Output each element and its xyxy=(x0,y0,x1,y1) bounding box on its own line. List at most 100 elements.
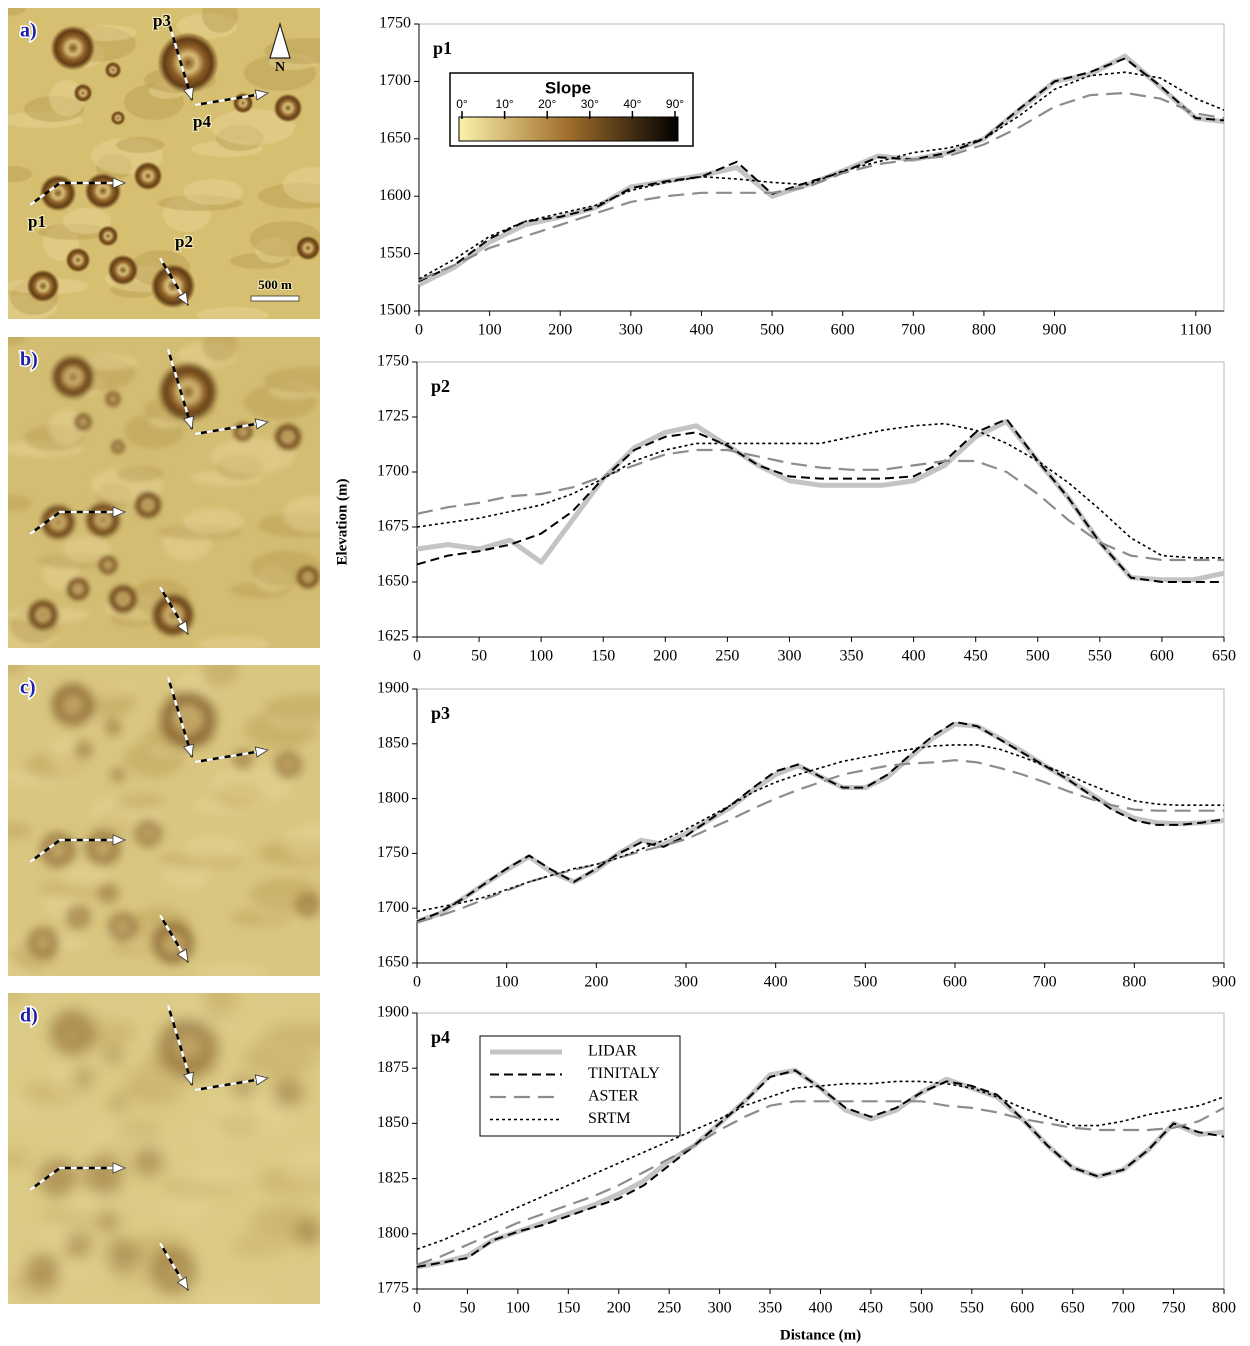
x-tick-label: 200 xyxy=(548,322,572,339)
x-tick-label: 0 xyxy=(413,974,421,991)
x-tick-label: 350 xyxy=(758,1300,782,1317)
terrain-patch xyxy=(183,179,243,205)
map-panel: c) xyxy=(0,654,348,980)
crater xyxy=(134,162,162,190)
x-tick-label: 250 xyxy=(715,648,739,665)
terrain-patch xyxy=(202,326,238,362)
crater xyxy=(27,927,59,959)
chart-title: p3 xyxy=(431,703,450,723)
x-tick-label: 100 xyxy=(529,648,553,665)
crater xyxy=(66,905,90,929)
terrain-patch xyxy=(116,466,164,482)
panel-label: a) xyxy=(20,20,37,42)
x-tick-label: 600 xyxy=(1010,1300,1034,1317)
crater xyxy=(105,719,121,735)
crater xyxy=(274,94,302,122)
x-tick-label: 0 xyxy=(413,648,421,665)
terrain-patch xyxy=(197,636,269,652)
y-tick-label: 1700 xyxy=(379,72,411,89)
crater xyxy=(51,26,95,70)
x-tick-label: 50 xyxy=(471,648,487,665)
crater xyxy=(51,355,95,399)
crater xyxy=(98,226,118,246)
y-tick-label: 1725 xyxy=(377,408,409,425)
y-tick-label: 1600 xyxy=(379,187,411,204)
crater xyxy=(134,491,162,519)
crater xyxy=(105,391,121,407)
x-tick-label: 450 xyxy=(859,1300,883,1317)
crater xyxy=(98,883,118,903)
legend-label: LIDAR xyxy=(588,1043,637,1060)
crater xyxy=(66,248,90,272)
y-axis-label: Elevation (m) xyxy=(334,478,350,565)
legend-label: ASTER xyxy=(588,1088,639,1105)
y-tick-label: 1750 xyxy=(379,15,411,32)
crater xyxy=(111,440,125,454)
colorbar-tick-label: 10° xyxy=(496,97,514,111)
profile-label: p3 xyxy=(153,11,171,30)
crater xyxy=(296,1221,320,1245)
x-tick-label: 100 xyxy=(506,1300,530,1317)
x-tick-label: 300 xyxy=(619,322,643,339)
x-tick-label: 0 xyxy=(413,1300,421,1317)
x-axis-label: Distance (m) xyxy=(780,1327,861,1343)
colorbar-tick-label: 90° xyxy=(666,97,684,111)
x-tick-label: 100 xyxy=(495,974,519,991)
crater xyxy=(27,1255,59,1287)
y-tick-label: 1900 xyxy=(377,680,409,697)
x-tick-label: 600 xyxy=(943,974,967,991)
x-tick-label: 300 xyxy=(674,974,698,991)
x-tick-label: 400 xyxy=(689,322,713,339)
x-tick-label: 400 xyxy=(902,648,926,665)
profile-label: p2 xyxy=(175,232,193,251)
plot-frame xyxy=(417,689,1224,963)
y-tick-label: 1850 xyxy=(377,1114,409,1131)
crater xyxy=(105,1047,121,1063)
scale-bar xyxy=(251,296,299,301)
x-tick-label: 0 xyxy=(415,322,423,339)
crater xyxy=(134,1147,162,1175)
y-tick-label: 1650 xyxy=(377,954,409,971)
y-tick-label: 1550 xyxy=(379,244,411,261)
panel-label: d) xyxy=(20,1005,38,1027)
terrain-patch xyxy=(264,367,348,393)
x-tick-label: 550 xyxy=(960,1300,984,1317)
x-tick-label: 300 xyxy=(777,648,801,665)
y-tick-label: 1850 xyxy=(377,734,409,751)
crater xyxy=(296,236,320,260)
x-tick-label: 400 xyxy=(764,974,788,991)
colorbar-tick-label: 40° xyxy=(623,97,641,111)
plot-frame xyxy=(417,362,1224,637)
x-tick-label: 700 xyxy=(901,322,925,339)
y-tick-label: 1750 xyxy=(377,353,409,370)
terrain-patch xyxy=(283,824,343,860)
x-tick-label: 700 xyxy=(1111,1300,1135,1317)
crater xyxy=(108,255,138,285)
terrain-patch xyxy=(183,1164,243,1190)
legend-label: TINITALY xyxy=(588,1065,660,1082)
chart-title: p4 xyxy=(431,1027,450,1047)
panel-label: b) xyxy=(20,349,38,371)
crater xyxy=(66,1233,90,1257)
crater xyxy=(74,413,92,431)
y-tick-label: 1800 xyxy=(377,1224,409,1241)
x-tick-label: 500 xyxy=(909,1300,933,1317)
y-tick-label: 1750 xyxy=(377,844,409,861)
y-tick-label: 1800 xyxy=(377,789,409,806)
y-tick-label: 1650 xyxy=(379,129,411,146)
crater xyxy=(74,1069,92,1087)
crater xyxy=(74,84,92,102)
x-tick-label: 900 xyxy=(1212,974,1236,991)
x-tick-label: 800 xyxy=(972,322,996,339)
crater xyxy=(85,502,121,538)
x-tick-label: 500 xyxy=(1026,648,1050,665)
terrain-patch xyxy=(264,695,348,721)
terrain-patch xyxy=(202,982,238,1018)
crater xyxy=(296,565,320,589)
x-tick-label: 550 xyxy=(1088,648,1112,665)
crater xyxy=(108,912,138,942)
crater xyxy=(274,1079,302,1107)
panel-label: c) xyxy=(20,677,36,699)
terrain-patch xyxy=(197,307,269,323)
